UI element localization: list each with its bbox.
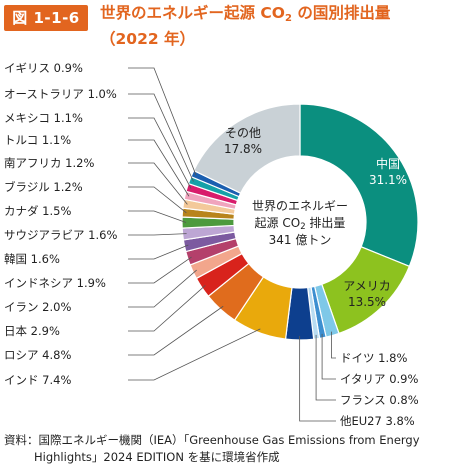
donut-slices [181, 103, 419, 341]
label-イラン: イラン 2.0% [4, 300, 71, 314]
label-value-アメリカ: 13.5% [348, 295, 386, 309]
leader-他EU27 [299, 335, 336, 422]
leader-日本 [128, 285, 206, 332]
leader-インドネシア [128, 256, 192, 284]
label-イギリス: イギリス 0.9% [4, 61, 83, 75]
source-note: 資料：国際エネルギー機関（IEA）「Greenhouse Gas Emissio… [4, 432, 452, 466]
label-他EU27: 他EU27 3.8% [340, 414, 415, 428]
slice-その他 [193, 103, 301, 195]
leader-サウジアラビア [128, 233, 187, 236]
center-line-1: 世界のエネルギー [252, 199, 348, 213]
center-line-2-post: 排出量 [306, 216, 346, 230]
slice-labels: 中国 31.1% アメリカ 13.5% ドイツ 1.8% イタリア 0.9% フランス 0.… [4, 61, 419, 428]
leader-イタリア [321, 333, 336, 380]
label-インド: インド 7.4% [4, 373, 71, 387]
title-year: （2022 年） [100, 30, 196, 48]
label-name-その他: その他 [225, 126, 261, 140]
figure-title: 世界のエネルギー起源 CO2 の国別排出量 （2022 年） [100, 3, 450, 50]
leader-トルコ [128, 139, 190, 197]
title-part1: 世界のエネルギー起源 CO [100, 4, 285, 22]
source-line-2: Highlights」2024 EDITION を基に環境省作成 [34, 450, 280, 464]
label-value-その他: 17.8% [224, 142, 262, 156]
label-南アフリカ: 南アフリカ 1.2% [4, 156, 94, 170]
slice-中国 [299, 103, 419, 268]
leader-lines [128, 67, 336, 422]
label-インドネシア: インドネシア 1.9% [4, 276, 106, 290]
label-value-中国: 31.1% [369, 173, 407, 187]
leader-韓国 [128, 244, 189, 260]
center-line-2-sub: 2 [300, 222, 305, 232]
figure-number-badge: 図 1-1-6 [4, 5, 88, 31]
leader-イラン [128, 269, 197, 308]
label-name-アメリカ: アメリカ [343, 279, 390, 293]
center-line-2: 起源 CO2 排出量 [255, 216, 346, 232]
label-トルコ: トルコ 1.1% [4, 133, 71, 147]
source-line-1: 資料：国際エネルギー機関（IEA）「Greenhouse Gas Emissio… [4, 433, 420, 447]
label-オーストラリア: オーストラリア 1.0% [4, 87, 117, 101]
leader-南アフリカ [128, 162, 188, 205]
leader-ブラジル [128, 186, 187, 214]
label-ロシア: ロシア 4.8% [4, 348, 71, 362]
center-line-2-pre: 起源 CO [255, 216, 301, 230]
center-line-3: 341 億トン [269, 233, 332, 247]
leader-フランス [315, 334, 336, 401]
leader-メキシコ [128, 117, 192, 189]
label-name-中国: 中国 [376, 156, 400, 171]
label-日本: 日本 2.9% [4, 324, 60, 338]
leader-イギリス [128, 67, 197, 176]
leader-ロシア [128, 305, 224, 356]
label-カナダ: カナダ 1.5% [4, 204, 71, 218]
label-ブラジル: ブラジル 1.2% [4, 180, 83, 194]
label-韓国: 韓国 1.6% [4, 252, 60, 266]
title-subscript: 2 [284, 13, 292, 24]
label-フランス: フランス 0.8% [340, 393, 419, 407]
leader-インド [128, 328, 261, 381]
leader-ドイツ [331, 331, 336, 359]
label-ドイツ: ドイツ 1.8% [340, 351, 407, 365]
title-part2: の国別排出量 [291, 4, 391, 22]
leader-カナダ [128, 210, 187, 223]
label-メキシコ: メキシコ 1.1% [4, 111, 83, 125]
label-イタリア: イタリア 0.9% [340, 372, 418, 386]
label-サウジアラビア: サウジアラビア 1.6% [4, 228, 117, 242]
leader-オーストラリア [128, 93, 194, 182]
